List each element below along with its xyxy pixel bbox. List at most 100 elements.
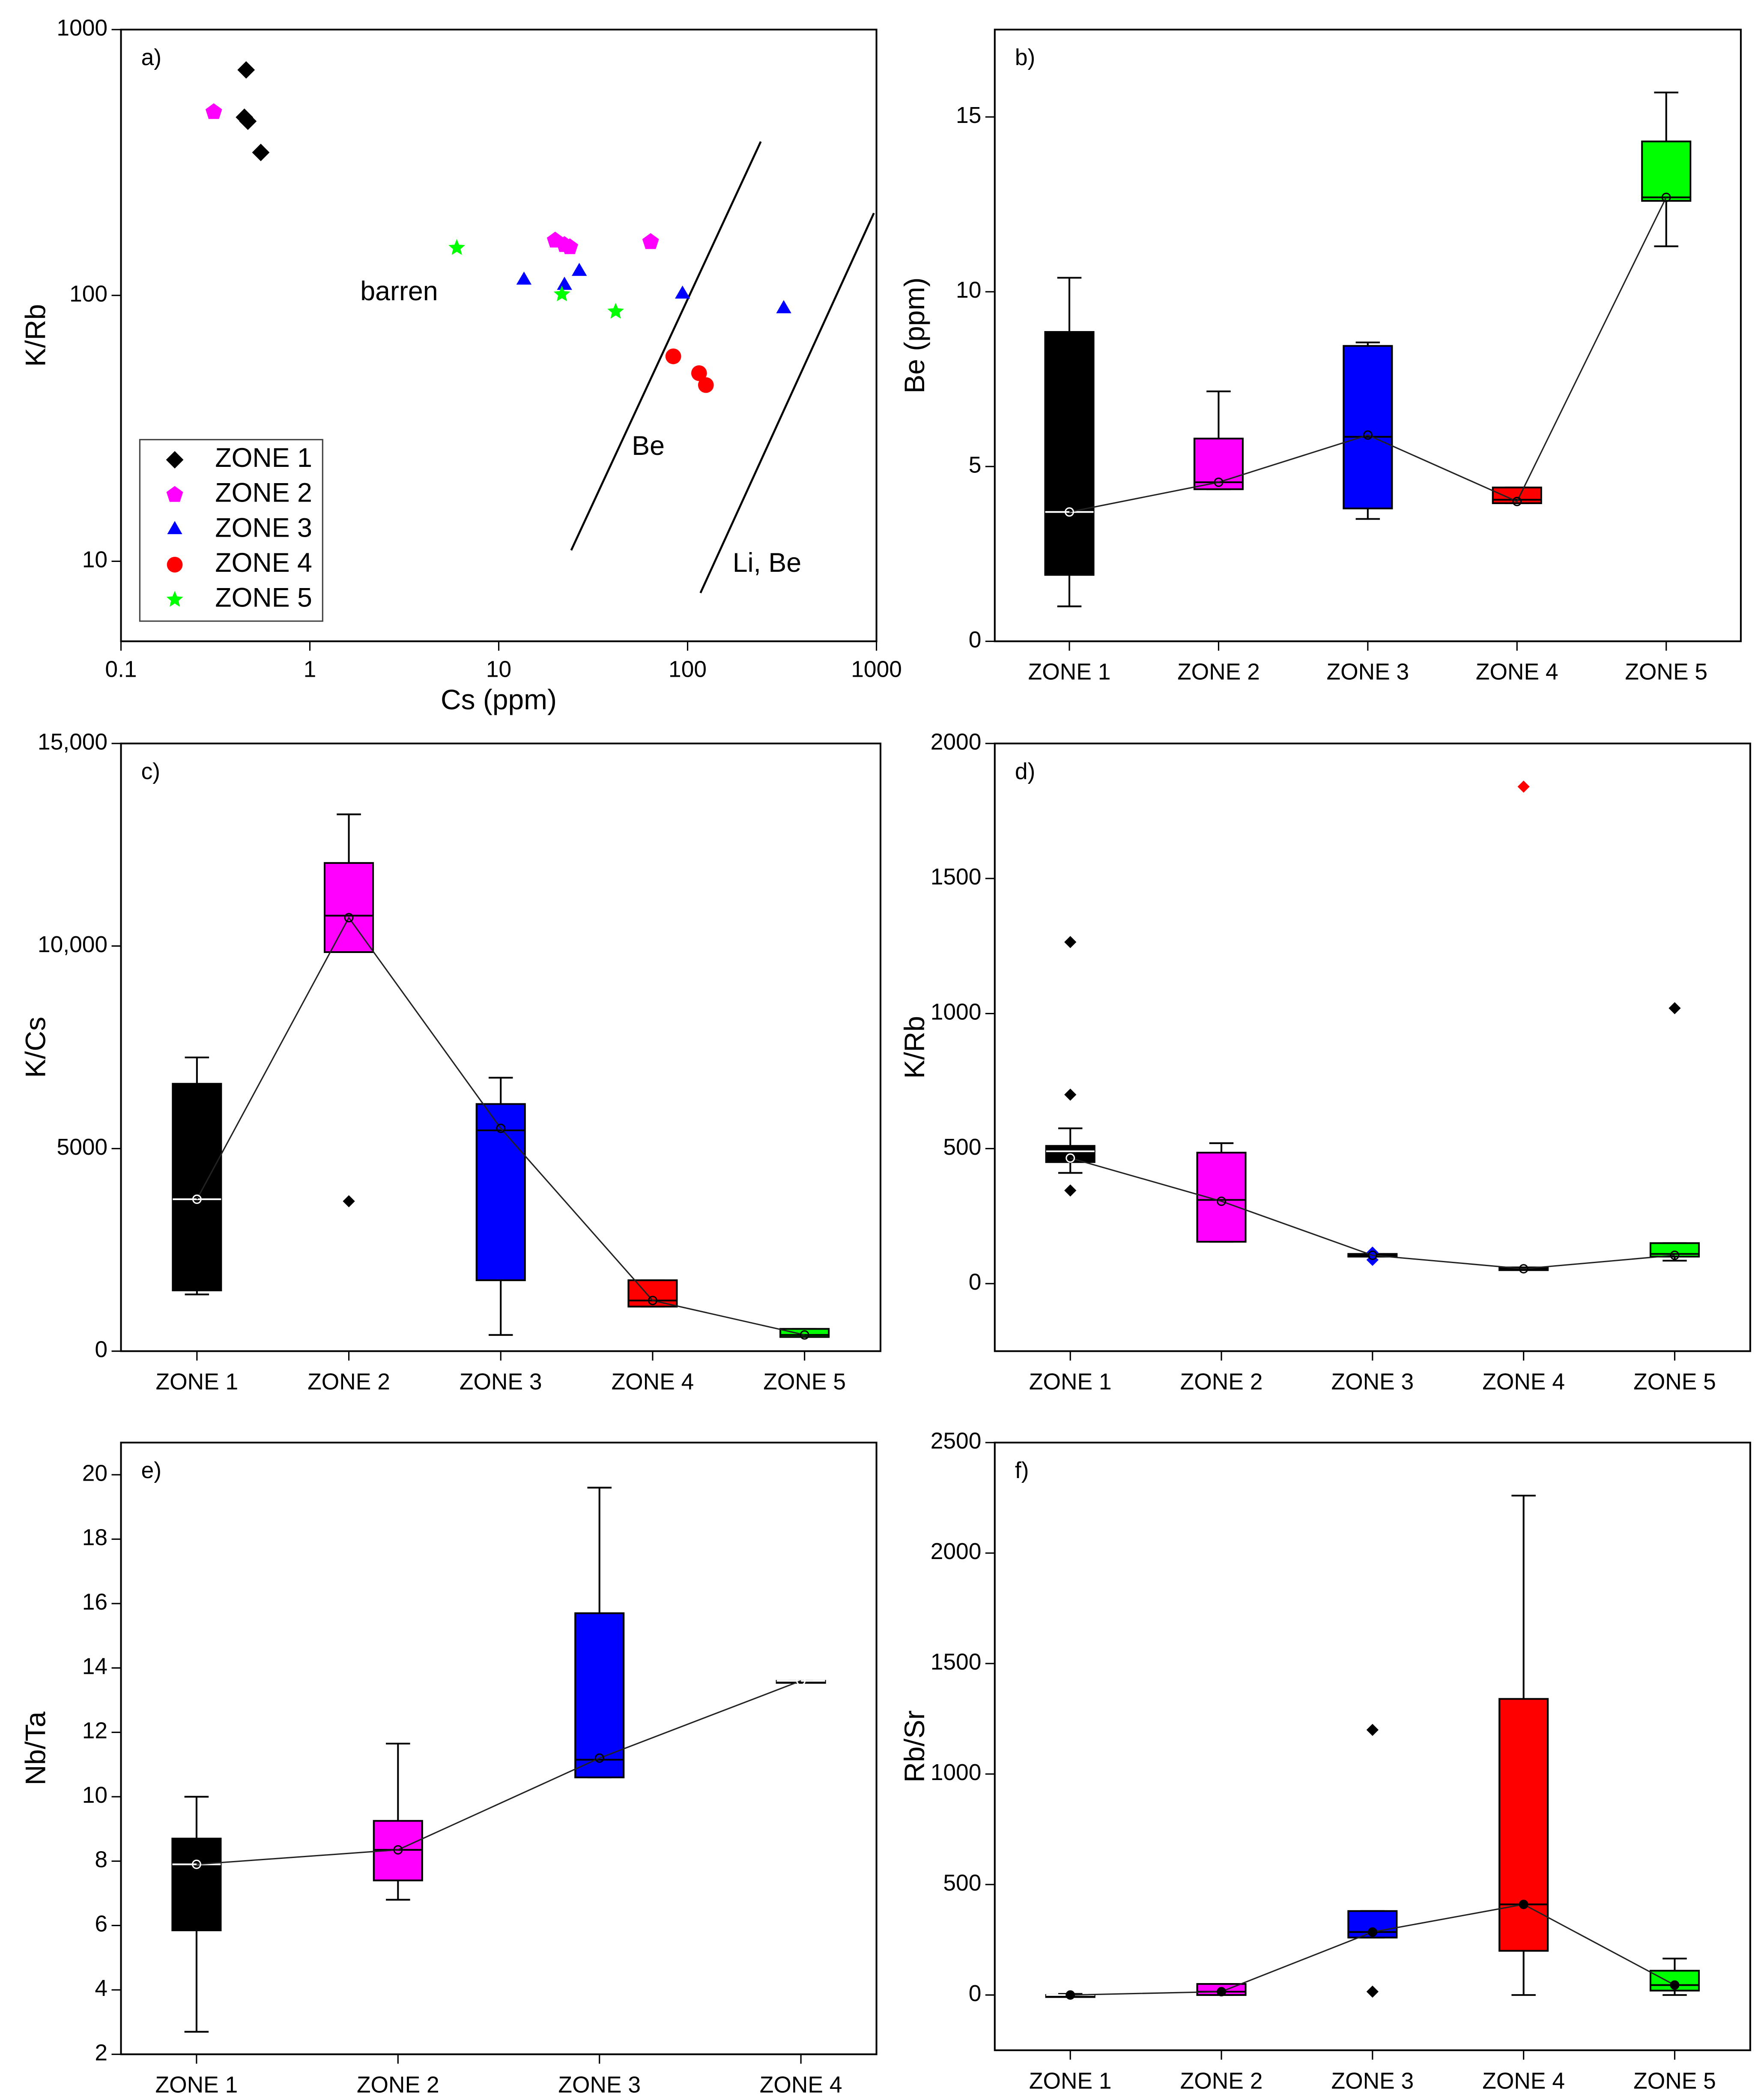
point — [776, 300, 791, 314]
annotation: Be — [632, 431, 665, 461]
point — [557, 276, 572, 290]
mean-line — [1070, 1157, 1675, 1270]
y-tick-label: 12 — [82, 1718, 107, 1744]
box — [1641, 140, 1692, 202]
mean-marker — [1214, 477, 1224, 487]
x-tick-label: 0.1 — [105, 657, 137, 682]
x-tick-label: ZONE 3 — [1331, 2068, 1414, 2094]
x-tick-label: ZONE 3 — [1331, 1369, 1414, 1395]
outlier — [1366, 1724, 1379, 1736]
box — [1044, 331, 1095, 576]
x-tick-label: ZONE 2 — [357, 2073, 439, 2098]
mean-line — [196, 916, 805, 1336]
y-tick-label: 16 — [82, 1589, 107, 1615]
x-tick-label: ZONE 4 — [1482, 1369, 1565, 1395]
mean-marker — [648, 1296, 657, 1305]
y-tick-label: 20 — [82, 1461, 107, 1486]
x-tick-label: ZONE 1 — [1029, 1369, 1112, 1395]
mean-marker — [192, 1194, 202, 1204]
y-axis-title: Nb/Ta — [19, 1712, 51, 1786]
x-tick-label: ZONE 3 — [558, 2073, 641, 2098]
x-tick-label: 100 — [669, 657, 707, 682]
x-tick-label: ZONE 1 — [1029, 2068, 1112, 2094]
legend-marker — [167, 556, 183, 573]
panel: b) Be (ppm) 0 5 10 15 ZONE 1 ZONE 2 ZONE 3 ZONE 4… — [898, 29, 1742, 685]
y-tick-label: 15,000 — [38, 729, 107, 755]
annotation: barren — [360, 276, 438, 306]
point — [571, 263, 587, 276]
y-tick-label: 5000 — [57, 1135, 107, 1160]
panel-label: e) — [141, 1458, 161, 1483]
y-tick-label: 2000 — [931, 1539, 982, 1564]
y-tick-label: 8 — [95, 1847, 107, 1872]
outlier — [1366, 1985, 1379, 1998]
x-tick-label: ZONE 3 — [460, 1369, 542, 1395]
box — [574, 1612, 625, 1778]
legend-marker — [167, 521, 182, 535]
x-tick-label: ZONE 4 — [1476, 660, 1558, 685]
x-tick-label: ZONE 4 — [1482, 2068, 1565, 2094]
y-tick-label: 2000 — [931, 729, 982, 755]
x-tick-label: ZONE 2 — [1180, 1369, 1263, 1395]
x-tick-label: ZONE 5 — [763, 1369, 846, 1395]
point — [698, 377, 714, 393]
y-tick-label: 500 — [943, 1870, 981, 1896]
box — [324, 862, 374, 953]
point — [237, 61, 255, 79]
box — [627, 1279, 678, 1308]
plot-frame — [994, 1442, 1751, 2051]
x-tick-label: ZONE 5 — [1633, 1369, 1716, 1395]
x-tick-label: 10 — [486, 657, 511, 682]
x-tick-label: ZONE 4 — [612, 1369, 694, 1395]
point — [553, 285, 570, 302]
mean-marker — [594, 1753, 604, 1763]
mean-marker — [393, 1845, 403, 1855]
box — [171, 1837, 222, 1931]
y-tick-label: 1000 — [931, 1760, 982, 1785]
boundary-line — [699, 212, 875, 594]
y-axis-title: K/Cs — [19, 1017, 51, 1078]
x-tick-label: ZONE 2 — [1180, 2068, 1263, 2094]
mean-marker — [191, 1859, 201, 1869]
point — [561, 238, 579, 254]
outlier — [1517, 780, 1530, 793]
plot-frame — [994, 29, 1742, 642]
point — [607, 302, 624, 319]
box — [172, 1083, 222, 1291]
x-tick-label: ZONE 2 — [1177, 660, 1260, 685]
point — [665, 348, 681, 364]
point — [448, 239, 466, 255]
panel: f) Rb/Sr 0 500 1000 1500 2000 2500 ZONE 1 ZONE 2 Z… — [898, 1428, 1751, 2094]
panel-label: b) — [1015, 45, 1035, 70]
mean-marker — [1217, 1987, 1227, 1997]
mean-marker — [800, 1330, 809, 1340]
outlier — [1064, 936, 1077, 948]
outlier — [1064, 1184, 1077, 1197]
box — [1193, 437, 1244, 490]
y-tick-label: 500 — [943, 1135, 981, 1160]
mean-marker — [1367, 1927, 1377, 1937]
y-tick-label: 14 — [82, 1654, 107, 1679]
mean-marker — [1512, 496, 1522, 506]
y-tick-label: 0 — [969, 627, 982, 652]
mean-marker — [1519, 1900, 1528, 1909]
legend-label: ZONE 4 — [215, 548, 312, 578]
mean-marker — [1363, 430, 1373, 440]
y-tick-label: 4 — [95, 1976, 107, 2001]
box — [1343, 345, 1393, 510]
x-tick-label: ZONE 4 — [760, 2073, 842, 2098]
x-tick-label: ZONE 3 — [1326, 660, 1409, 685]
point — [252, 143, 270, 161]
y-tick-label: 10 — [82, 1783, 107, 1808]
y-tick-label: 2500 — [931, 1428, 982, 1454]
point — [675, 285, 690, 299]
legend-label: ZONE 2 — [215, 478, 312, 508]
y-tick-label: 5 — [969, 452, 982, 478]
panel: e) Nb/Ta 2 4 6 8 10 12 14 16 18 20 ZONE 1 ZONE 2 ZONE … — [19, 1442, 878, 2098]
mean-marker — [344, 913, 354, 923]
mean-marker — [496, 1123, 506, 1133]
panel: a) K/Rb 10 100 1000 0.1 1 10 100 1000 Cs (ppm) barr… — [19, 15, 902, 715]
panel-label: c) — [141, 759, 160, 784]
panel-label: d) — [1015, 759, 1035, 784]
